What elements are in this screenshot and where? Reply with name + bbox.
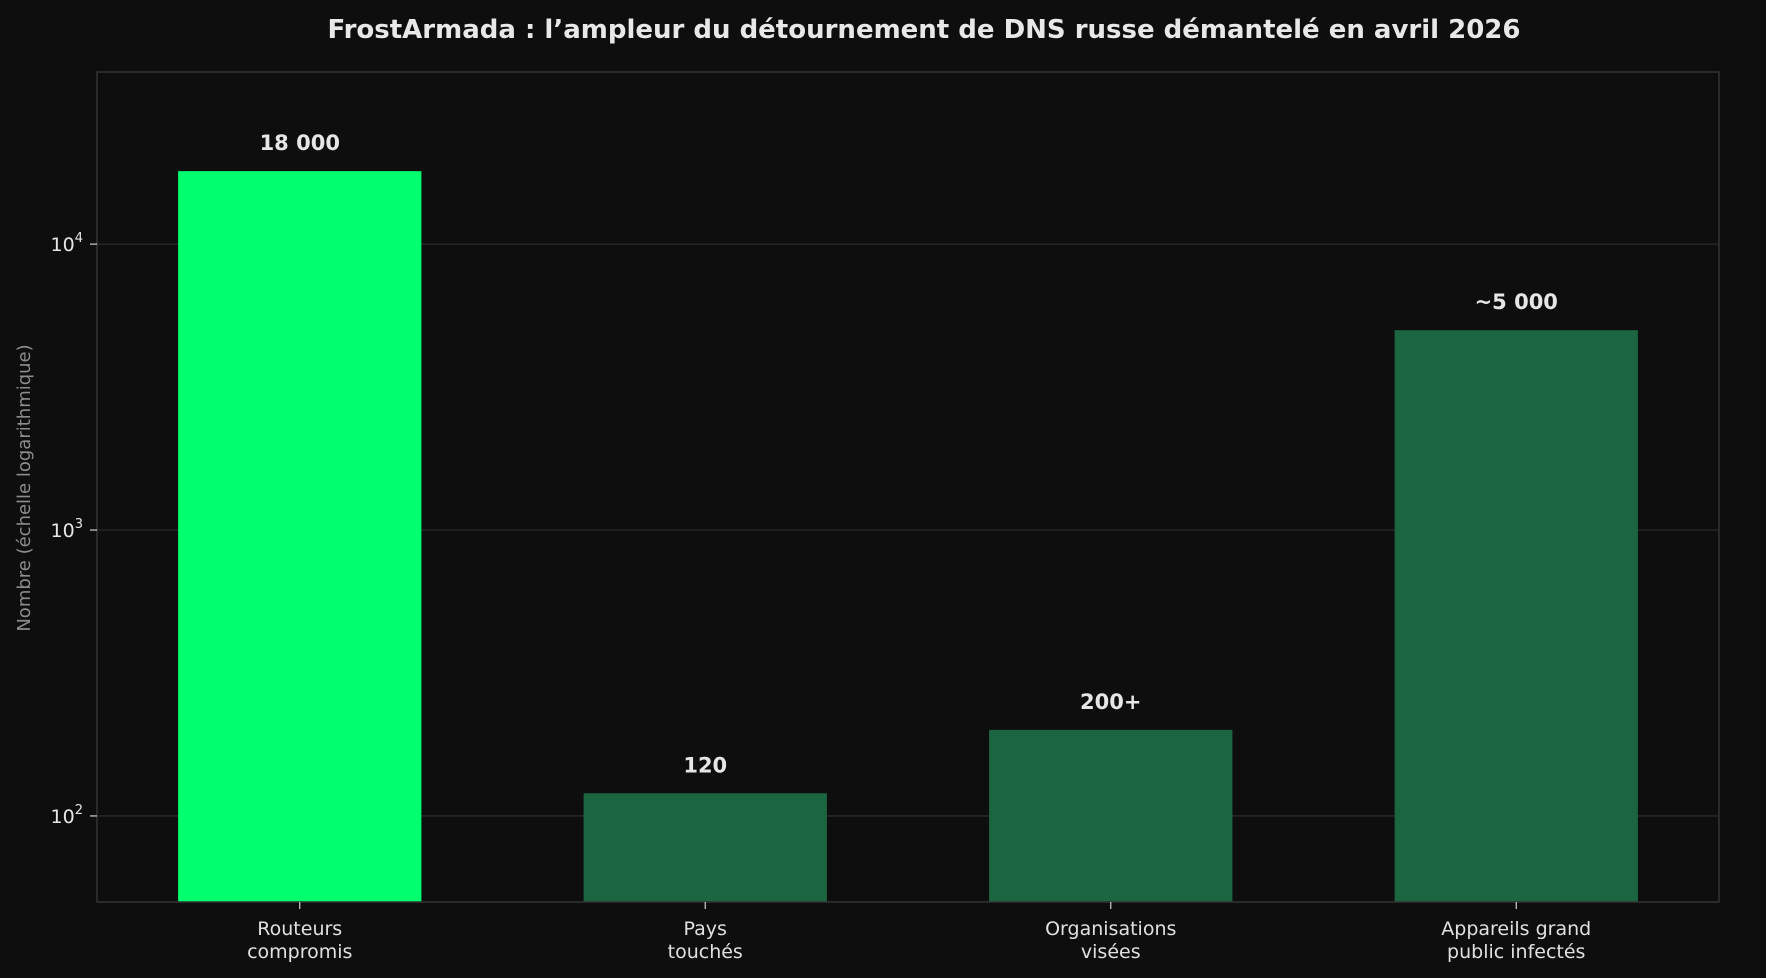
- plot-frame: [96, 71, 1720, 903]
- x-tick-label: Appareils grand public infectés: [1441, 918, 1591, 963]
- bar: [1394, 330, 1638, 903]
- value-labels: 18 000 120 200+ ~5 000: [260, 131, 1558, 777]
- x-tick-label: Pays touchés: [668, 918, 743, 963]
- x-axis-ticks: Routeurs compromis Pays touchés Organisation…: [247, 902, 1591, 963]
- y-tick-label: 102: [51, 803, 83, 828]
- y-axis-ticks: 102 103 104: [51, 231, 97, 828]
- bars: [178, 171, 1638, 903]
- bar: [989, 729, 1233, 902]
- bar-value-label: 120: [683, 753, 727, 777]
- bar: [583, 793, 827, 902]
- bar-value-label: 18 000: [260, 131, 340, 155]
- x-tick-label: Routeurs compromis: [247, 918, 352, 963]
- y-axis-label: Nombre (échelle logarithmique): [14, 344, 35, 631]
- bar: [178, 171, 422, 902]
- bar-value-label: ~5 000: [1475, 290, 1558, 314]
- bar-value-label: 200+: [1080, 690, 1141, 714]
- y-tick-label: 104: [51, 231, 83, 256]
- y-tick-label: 103: [51, 517, 83, 542]
- chart-title: FrostArmada : l’ampleur du détournement …: [328, 15, 1521, 45]
- x-tick-label: Organisations visées: [1045, 918, 1176, 963]
